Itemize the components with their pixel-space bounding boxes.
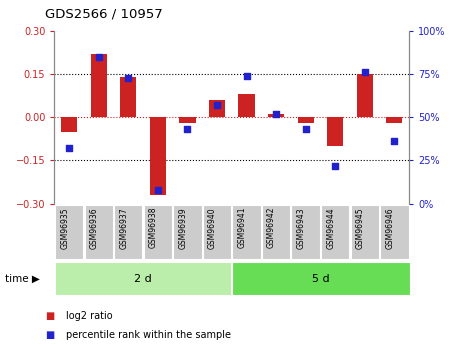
Text: GSM96936: GSM96936 (90, 207, 99, 248)
Point (391, 139, 398, 144)
Bar (114, 205, 142, 259)
Bar (173, 205, 201, 259)
Point (361, 70, 368, 75)
Text: GSM96935: GSM96935 (60, 207, 69, 248)
Text: ■: ■ (45, 330, 54, 339)
Bar (203, 205, 231, 259)
Bar (350, 205, 379, 259)
Bar (327, 117, 343, 146)
Text: GSM96937: GSM96937 (119, 207, 128, 248)
Bar (262, 205, 290, 259)
Point (65, 146, 73, 151)
Text: time ▶: time ▶ (5, 274, 40, 284)
Text: 5 d: 5 d (312, 274, 329, 284)
Bar (321, 205, 350, 259)
Bar (179, 117, 195, 123)
Bar (380, 205, 409, 259)
Bar (291, 205, 320, 259)
Bar (85, 205, 113, 259)
Bar (55, 262, 231, 295)
Text: GSM96945: GSM96945 (356, 207, 365, 248)
Bar (232, 205, 261, 259)
Point (272, 111, 280, 117)
Point (124, 75, 132, 80)
Bar (91, 54, 107, 117)
Bar (298, 117, 314, 123)
Text: log2 ratio: log2 ratio (66, 311, 113, 321)
Bar (61, 117, 77, 132)
Point (184, 127, 191, 132)
Bar (120, 77, 136, 117)
Bar (209, 100, 225, 117)
Point (95, 54, 103, 60)
Text: GSM96942: GSM96942 (267, 207, 276, 248)
Bar (238, 94, 254, 117)
Text: GSM96939: GSM96939 (178, 207, 187, 248)
Text: GDS2566 / 10957: GDS2566 / 10957 (45, 8, 163, 21)
Text: GSM96938: GSM96938 (149, 207, 158, 248)
Text: GSM96944: GSM96944 (326, 207, 335, 248)
Point (243, 73, 250, 79)
Text: GSM96941: GSM96941 (237, 207, 246, 248)
Bar (357, 74, 373, 117)
Bar (144, 205, 172, 259)
Point (213, 102, 221, 108)
Point (302, 127, 309, 132)
Bar (55, 205, 83, 259)
Text: ■: ■ (45, 311, 54, 321)
Bar (150, 117, 166, 195)
Text: 2 d: 2 d (134, 274, 152, 284)
Text: percentile rank within the sample: percentile rank within the sample (66, 330, 231, 339)
Point (332, 163, 339, 168)
Text: GSM96946: GSM96946 (385, 207, 394, 248)
Point (154, 187, 162, 193)
Text: GSM96940: GSM96940 (208, 207, 217, 248)
Text: GSM96943: GSM96943 (297, 207, 306, 248)
Bar (232, 262, 410, 295)
Bar (268, 115, 284, 117)
Bar (386, 117, 403, 123)
